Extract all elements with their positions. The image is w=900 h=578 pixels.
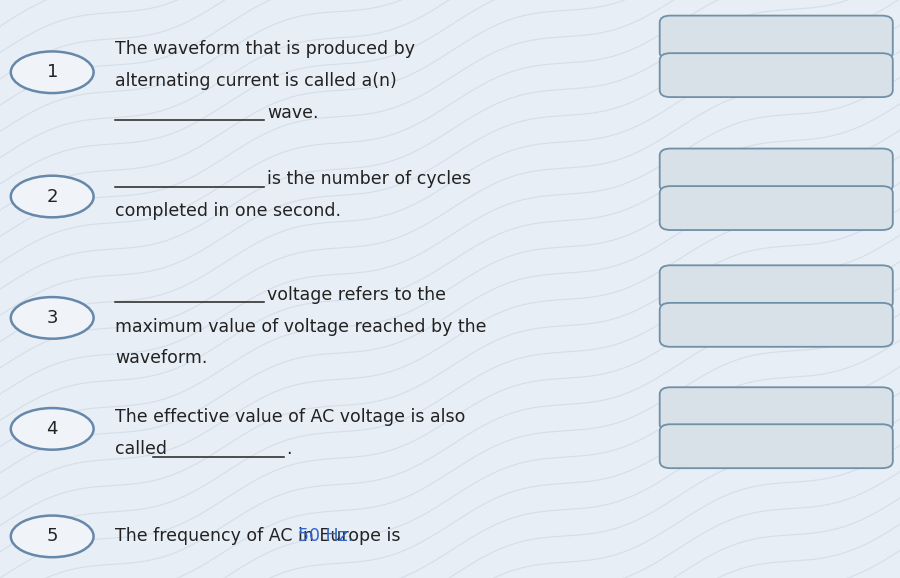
FancyBboxPatch shape	[660, 53, 893, 97]
FancyBboxPatch shape	[660, 149, 893, 192]
Ellipse shape	[11, 408, 94, 450]
Text: The effective value of AC voltage is also: The effective value of AC voltage is als…	[115, 408, 465, 427]
Text: alternating current is called a(n): alternating current is called a(n)	[115, 72, 397, 90]
FancyBboxPatch shape	[660, 303, 893, 347]
FancyBboxPatch shape	[660, 424, 893, 468]
Text: 50 Hz.: 50 Hz.	[298, 527, 353, 546]
Text: 2: 2	[47, 187, 58, 206]
Text: 5: 5	[47, 527, 58, 546]
FancyBboxPatch shape	[660, 265, 893, 309]
Text: 4: 4	[47, 420, 58, 438]
FancyBboxPatch shape	[660, 16, 893, 60]
Text: called: called	[115, 440, 167, 458]
Text: completed in one second.: completed in one second.	[115, 202, 341, 220]
Text: 1: 1	[47, 63, 58, 81]
Text: voltage refers to the: voltage refers to the	[267, 286, 446, 304]
Text: wave.: wave.	[267, 103, 319, 122]
Text: waveform.: waveform.	[115, 349, 208, 368]
Ellipse shape	[11, 176, 94, 217]
FancyBboxPatch shape	[660, 387, 893, 431]
Text: .: .	[286, 440, 292, 458]
Ellipse shape	[11, 297, 94, 339]
Text: is the number of cycles: is the number of cycles	[267, 170, 472, 188]
Text: The frequency of AC in Europe is: The frequency of AC in Europe is	[115, 527, 406, 546]
Text: maximum value of voltage reached by the: maximum value of voltage reached by the	[115, 317, 487, 336]
Text: 3: 3	[47, 309, 58, 327]
Ellipse shape	[11, 516, 94, 557]
Text: The waveform that is produced by: The waveform that is produced by	[115, 40, 415, 58]
Ellipse shape	[11, 51, 94, 93]
FancyBboxPatch shape	[660, 186, 893, 230]
